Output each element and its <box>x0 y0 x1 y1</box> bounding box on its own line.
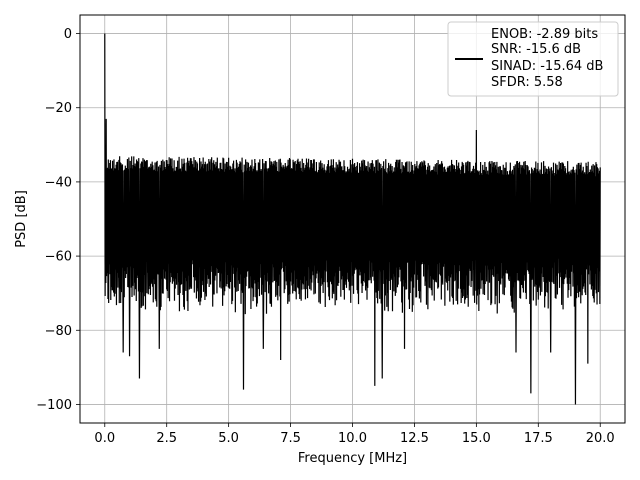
x-tick-label: 17.5 <box>524 431 553 446</box>
series-layer <box>104 33 601 405</box>
y-tick-label: 0 <box>64 27 72 42</box>
psd-series-line <box>104 33 601 405</box>
y-tick-label: −100 <box>36 398 72 413</box>
legend-sinad: SINAD: -15.64 dB <box>491 59 603 74</box>
y-tick-label: −20 <box>45 101 72 116</box>
x-tick-label: 7.5 <box>280 431 301 446</box>
x-tick-label: 20.0 <box>586 431 615 446</box>
legend-sfdr: SFDR: 5.58 <box>491 75 563 90</box>
y-tick-label: −40 <box>45 175 72 190</box>
y-axis-title: PSD [dB] <box>14 190 29 248</box>
x-tick-label: 15.0 <box>462 431 491 446</box>
x-tick-label: 10.0 <box>338 431 367 446</box>
x-tick-label: 5.0 <box>218 431 239 446</box>
y-tick-label: −80 <box>45 324 72 339</box>
legend-box <box>447 21 619 97</box>
x-tick-label: 0.0 <box>94 431 115 446</box>
legend-snr: SNR: -15.6 dB <box>491 42 581 57</box>
x-tick-label: 12.5 <box>400 431 429 446</box>
x-axis: 0.0 2.5 5.0 7.5 10.0 12.5 15.0 17.5 20.0 <box>94 423 615 446</box>
legend-enob: ENOB: -2.89 bits <box>491 27 598 42</box>
x-tick-label: 2.5 <box>156 431 177 446</box>
legend: ENOB: -2.89 bits SNR: -15.6 dB SINAD: -1… <box>447 21 619 97</box>
x-axis-title: Frequency [MHz] <box>298 451 407 466</box>
y-tick-label: −60 <box>45 250 72 265</box>
y-axis: 0 −20 −40 −60 −80 −100 <box>36 27 80 413</box>
